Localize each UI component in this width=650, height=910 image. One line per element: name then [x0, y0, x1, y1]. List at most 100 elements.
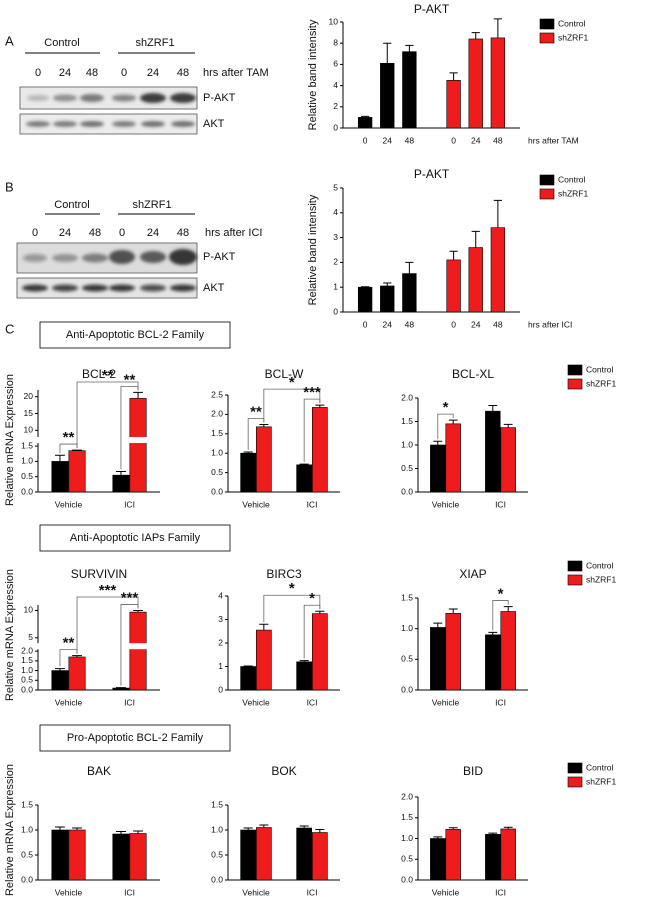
- time-label: 0: [119, 227, 125, 239]
- error-bar: [433, 440, 443, 445]
- axis-break: [34, 643, 162, 650]
- error-bar: [55, 668, 65, 671]
- chart-title: P-AKT: [414, 167, 450, 181]
- error-bar: [55, 826, 65, 830]
- error-bar: [449, 250, 458, 260]
- bar: [112, 687, 130, 691]
- bar: [68, 656, 86, 691]
- blot-row-label: AKT: [203, 118, 225, 130]
- significance-label: ***: [121, 589, 139, 606]
- significance-label: *: [289, 374, 295, 391]
- y-axis-label: Relative mRNA Expression: [4, 764, 16, 896]
- significance-label: ***: [303, 384, 321, 401]
- section-box: [39, 321, 231, 349]
- error-bar: [55, 454, 65, 462]
- y-axis-label: Relative mRNA Expression: [4, 569, 16, 701]
- legend-label: shZRF1: [558, 32, 589, 42]
- significance-label: *: [309, 590, 315, 607]
- error-bar: [133, 830, 143, 834]
- bar: [446, 80, 461, 129]
- x-tick-label: 24: [383, 319, 393, 329]
- time-label: 24: [147, 67, 159, 79]
- blot-row-label: AKT: [203, 282, 225, 294]
- group-label: Control: [44, 37, 79, 49]
- section-title: Pro-Apoptotic BCL-2 Family: [67, 732, 204, 744]
- y-tick-label: 0.5: [21, 849, 33, 859]
- x-tick-label: 48: [493, 319, 503, 329]
- error-bar: [448, 608, 458, 614]
- panel-label: B: [5, 179, 14, 194]
- legend-swatch: [567, 364, 583, 376]
- x-tick-label: 24: [471, 135, 481, 145]
- x-tick-label: ICI: [495, 887, 506, 897]
- y-tick-label: 5: [28, 632, 33, 642]
- error-bar: [383, 42, 392, 64]
- y-tick-label: 3: [218, 614, 223, 624]
- legend-swatch: [539, 188, 555, 200]
- y-tick-label: 4: [333, 80, 338, 90]
- bar: [500, 828, 516, 881]
- y-tick-label: 2: [218, 637, 223, 647]
- error-bar: [315, 404, 325, 408]
- time-label: 0: [121, 67, 127, 79]
- error-bar: [133, 609, 143, 613]
- x-tick-label: Vehicle: [55, 499, 83, 509]
- x-axis-label: hrs after TAM: [528, 135, 579, 145]
- error-bar: [448, 419, 458, 424]
- x-tick-label: Vehicle: [242, 499, 270, 509]
- bar: [402, 273, 417, 313]
- error-bar: [503, 606, 513, 612]
- significance-bracket: [263, 388, 321, 423]
- bar: [256, 629, 272, 691]
- y-tick-label: 0.5: [401, 854, 413, 864]
- y-axis-label: Relative band intensity: [307, 19, 319, 130]
- bar: [68, 829, 86, 881]
- blot-strip: [16, 277, 198, 299]
- y-tick-label: 1.5: [21, 655, 33, 665]
- bar: [430, 444, 446, 493]
- y-tick-label: 1.0: [21, 824, 33, 834]
- y-tick-label: 0.5: [401, 463, 413, 473]
- significance-label: ***: [99, 582, 117, 599]
- significance-label: **: [63, 635, 75, 652]
- chart-title: BCL-W: [265, 367, 304, 381]
- time-label: 24: [147, 227, 159, 239]
- x-tick-label: ICI: [307, 697, 318, 707]
- legend-swatch: [539, 174, 555, 186]
- significance-label: **: [102, 367, 114, 384]
- y-tick-label: 0: [218, 684, 223, 694]
- y-tick-label: 1: [333, 281, 338, 291]
- x-axis-label: hrs after ICI: [528, 319, 572, 329]
- chart-title: BID: [463, 764, 483, 778]
- error-bar: [433, 836, 443, 839]
- y-tick-label: 0.0: [401, 684, 413, 694]
- time-axis-label: hrs after ICI: [205, 227, 262, 239]
- chart-title: SURVIVIN: [71, 567, 127, 581]
- y-tick-label: 2.0: [21, 645, 33, 655]
- bar: [51, 670, 69, 691]
- bar: [51, 461, 69, 493]
- y-tick-label: 0.5: [401, 654, 413, 664]
- time-label: 48: [86, 67, 98, 79]
- bar: [68, 450, 86, 493]
- time-label: 24: [59, 67, 71, 79]
- x-tick-label: ICI: [124, 697, 135, 707]
- x-tick-label: Vehicle: [55, 697, 83, 707]
- time-label: 48: [177, 67, 189, 79]
- y-tick-label: 0: [333, 122, 338, 132]
- y-tick-label: 2.5: [211, 389, 223, 399]
- error-bar: [72, 655, 82, 657]
- legend-label: Control: [586, 762, 614, 772]
- y-tick-label: 4: [333, 207, 338, 217]
- y-tick-label: 0.0: [401, 874, 413, 884]
- error-bar: [433, 622, 443, 628]
- y-tick-label: 1.5: [21, 799, 33, 809]
- y-tick-label: 10: [24, 425, 34, 435]
- y-tick-label: 4: [218, 590, 223, 600]
- x-tick-label: ICI: [495, 697, 506, 707]
- bar: [112, 474, 130, 493]
- error-bar: [243, 827, 253, 830]
- y-tick-label: 0.5: [211, 849, 223, 859]
